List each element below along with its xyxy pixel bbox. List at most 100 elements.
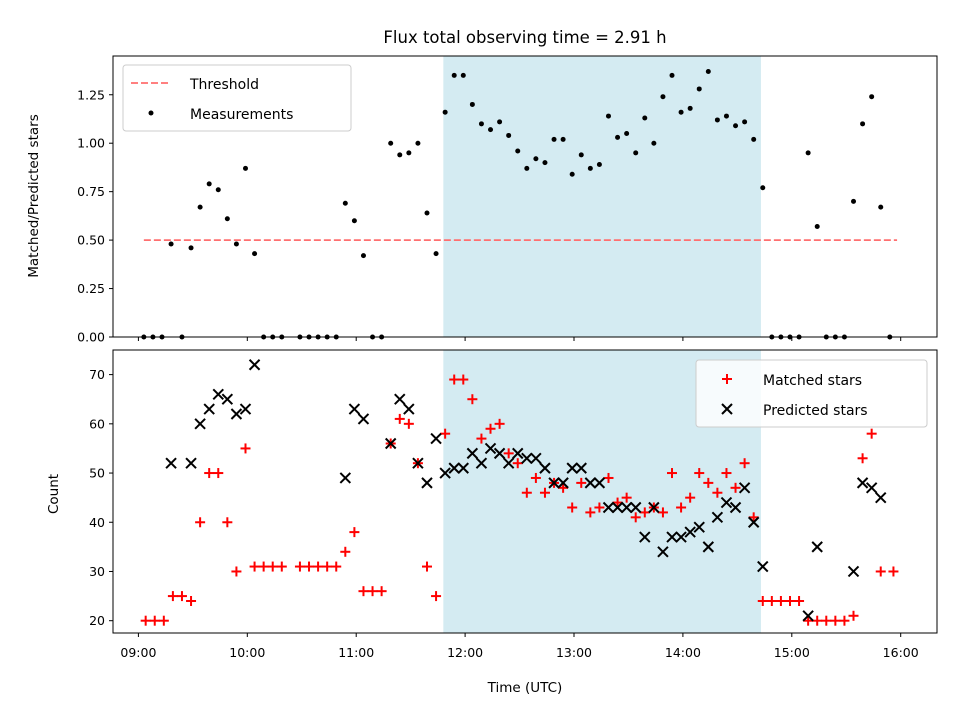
matched-star-point bbox=[748, 512, 759, 523]
measurement-point bbox=[814, 224, 820, 230]
matched-star-point bbox=[149, 615, 160, 626]
matched-star-point bbox=[186, 596, 197, 607]
predicted-star-point bbox=[856, 477, 869, 489]
matched-star-point bbox=[839, 615, 850, 626]
matched-star-point bbox=[612, 497, 623, 508]
measurement-point bbox=[587, 165, 593, 171]
measurement-point bbox=[351, 218, 357, 224]
matched-star-point bbox=[739, 458, 750, 469]
matched-star-point bbox=[485, 423, 496, 434]
predicted-star-point bbox=[439, 467, 451, 479]
predicted-star-point bbox=[384, 437, 397, 450]
matched-star-point bbox=[322, 561, 333, 572]
predicted-star-point bbox=[802, 610, 814, 622]
y-tick-label: 0.75 bbox=[77, 184, 105, 199]
predicted-star-point bbox=[865, 482, 878, 494]
measurement-point bbox=[406, 150, 412, 156]
measurement-point bbox=[569, 171, 575, 177]
measurement-point bbox=[397, 152, 403, 158]
measurement-point bbox=[442, 109, 448, 115]
matched-star-point bbox=[195, 517, 206, 528]
predicted-star-point bbox=[230, 408, 243, 420]
matched-star-point bbox=[294, 561, 305, 572]
predicted-star-point bbox=[566, 462, 578, 474]
measurement-point bbox=[723, 113, 729, 119]
predicted-star-point bbox=[203, 403, 215, 415]
measurement-point bbox=[515, 148, 521, 154]
matched-star-point bbox=[558, 482, 569, 493]
matched-star-point bbox=[812, 615, 823, 626]
measurement-point bbox=[542, 160, 548, 166]
predicted-star-point bbox=[403, 403, 415, 415]
measurement-point bbox=[642, 115, 648, 121]
predicted-star-point bbox=[484, 442, 497, 455]
matched-star-point bbox=[567, 502, 578, 513]
matched-star-point bbox=[530, 472, 541, 483]
measurement-point bbox=[478, 121, 484, 127]
matched-star-point bbox=[476, 433, 487, 444]
predicted-star-point bbox=[466, 447, 479, 460]
predicted-star-point bbox=[575, 462, 587, 474]
matched-star-point bbox=[167, 591, 178, 602]
y-tick-label: 50 bbox=[89, 466, 105, 481]
y-tick-label: 70 bbox=[89, 367, 105, 382]
x-tick-label: 15:00 bbox=[774, 645, 810, 660]
predicted-star-point bbox=[493, 447, 506, 460]
predicted-star-point bbox=[521, 452, 533, 464]
matched-star-point bbox=[176, 591, 187, 602]
measurement-point bbox=[497, 119, 503, 125]
matched-star-point bbox=[503, 448, 514, 459]
x-axis-label: Time (UTC) bbox=[487, 680, 563, 696]
predicted-star-point bbox=[630, 501, 642, 514]
matched-star-point bbox=[848, 610, 859, 621]
x-tick-label: 10:00 bbox=[229, 645, 265, 660]
measurement-point bbox=[168, 241, 174, 247]
predicted-star-point bbox=[421, 477, 433, 489]
predicted-star-point bbox=[757, 560, 769, 573]
measurement-point bbox=[805, 150, 811, 156]
matched-star-point bbox=[331, 561, 342, 572]
predicted-star-point bbox=[448, 462, 460, 474]
matched-star-point bbox=[784, 596, 795, 607]
matched-star-point bbox=[667, 468, 678, 479]
top-y-axis-label: Matched/Predicted stars bbox=[26, 114, 42, 277]
matched-star-point bbox=[494, 418, 505, 429]
matched-star-point bbox=[222, 517, 233, 528]
measurement-point bbox=[360, 253, 366, 259]
measurement-point bbox=[615, 134, 621, 140]
matched-star-point bbox=[349, 527, 360, 538]
x-tick-label: 12:00 bbox=[447, 645, 483, 660]
predicted-star-point bbox=[457, 462, 469, 474]
predicted-star-point bbox=[648, 501, 660, 514]
measurement-point bbox=[742, 119, 748, 125]
matched-star-point bbox=[376, 586, 387, 597]
measurement-point bbox=[624, 131, 630, 137]
predicted-star-point bbox=[475, 457, 488, 469]
matched-star-point bbox=[757, 596, 768, 607]
measurement-point bbox=[869, 94, 875, 100]
predicted-star-point bbox=[693, 521, 705, 533]
matched-star-point bbox=[403, 418, 414, 429]
predicted-star-point bbox=[847, 565, 860, 578]
x-tick-label: 14:00 bbox=[665, 645, 701, 660]
predicted-star-point bbox=[729, 501, 742, 514]
matched-star-point bbox=[803, 615, 814, 626]
matched-star-point bbox=[467, 394, 478, 405]
predicted-star-point bbox=[711, 511, 724, 524]
legend-predicted-swatch bbox=[721, 403, 733, 415]
predicted-star-point bbox=[212, 388, 224, 401]
measurement-point bbox=[578, 152, 584, 158]
legend: Threshold Measurements bbox=[122, 64, 352, 132]
measurement-point bbox=[533, 156, 539, 162]
legend-box bbox=[122, 64, 352, 132]
predicted-star-point bbox=[512, 447, 524, 460]
legend-measurement-swatch bbox=[148, 110, 154, 116]
predicted-star-point bbox=[502, 457, 515, 469]
matched-star-point bbox=[431, 591, 442, 602]
matched-star-point bbox=[449, 374, 460, 385]
legend: Matched stars Predicted stars bbox=[695, 359, 928, 428]
matched-star-point bbox=[676, 502, 687, 513]
matched-star-point bbox=[539, 487, 550, 498]
y-tick-label: 0.50 bbox=[77, 233, 105, 248]
